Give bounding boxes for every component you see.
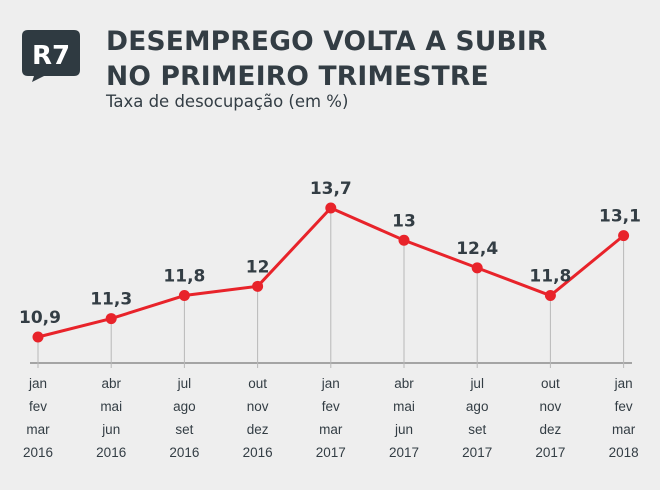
title-line-1: DESEMPREGO VOLTA A SUBIR <box>106 26 548 57</box>
data-point <box>398 234 410 246</box>
data-point <box>325 202 337 214</box>
data-label: 11,8 <box>163 267 205 287</box>
x-tick-label: mai <box>100 399 122 414</box>
x-tick-label: jan <box>28 376 47 391</box>
x-tick-label: 2016 <box>169 445 199 460</box>
r7-logo-text: R7 <box>32 41 70 71</box>
x-tick-label: 2018 <box>609 445 639 460</box>
x-tick-label: abr <box>101 376 121 391</box>
x-tick-label: dez <box>247 422 269 437</box>
x-tick-label: mai <box>393 399 415 414</box>
x-tick-label: 2017 <box>535 445 565 460</box>
x-tick-label: 2016 <box>23 445 53 460</box>
data-point <box>105 313 117 325</box>
data-point <box>618 230 630 242</box>
x-tick-label: set <box>468 422 486 437</box>
chart-subtitle: Taxa de desocupação (em %) <box>106 92 349 111</box>
x-tick-label: ago <box>173 399 196 414</box>
x-tick-label: jun <box>101 422 120 437</box>
data-point <box>544 290 556 302</box>
x-tick-label: fev <box>322 399 340 414</box>
x-tick-label: 2017 <box>389 445 419 460</box>
x-tick-label: 2017 <box>316 445 346 460</box>
x-tick-label: jan <box>321 376 340 391</box>
x-tick-label: 2016 <box>243 445 273 460</box>
data-label: 11,3 <box>90 290 132 310</box>
page-title: DESEMPREGO VOLTA A SUBIR NO PRIMEIRO TRI… <box>106 24 548 94</box>
x-tick-label: ago <box>466 399 489 414</box>
data-point <box>32 331 44 343</box>
x-tick-label: jul <box>469 376 484 391</box>
data-label: 12 <box>246 257 270 277</box>
x-tick-label: out <box>541 376 560 391</box>
data-point <box>178 290 190 302</box>
x-tick-label: nov <box>540 399 562 414</box>
x-tick-label: jun <box>394 422 413 437</box>
x-tick-label: 2017 <box>462 445 492 460</box>
x-tick-label: fev <box>29 399 47 414</box>
x-tick-label: set <box>175 422 193 437</box>
data-label: 13 <box>392 211 416 231</box>
x-tick-label: nov <box>247 399 269 414</box>
x-tick-label: out <box>248 376 267 391</box>
x-tick-label: fev <box>615 399 633 414</box>
data-point <box>252 280 264 292</box>
data-label: 11,8 <box>529 267 571 287</box>
x-tick-label: mar <box>26 422 50 437</box>
data-label: 12,4 <box>456 239 498 259</box>
x-tick-label: 2016 <box>96 445 126 460</box>
title-line-2: NO PRIMEIRO TRIMESTRE <box>106 61 489 92</box>
data-label: 10,9 <box>19 308 61 328</box>
x-tick-label: jan <box>614 376 633 391</box>
data-label: 13,1 <box>599 207 641 227</box>
x-tick-label: dez <box>540 422 562 437</box>
x-tick-label: mar <box>612 422 636 437</box>
r7-logo: R7 <box>22 30 80 82</box>
x-tick-label: abr <box>394 376 414 391</box>
data-label: 13,7 <box>310 179 352 199</box>
x-tick-label: jul <box>177 376 192 391</box>
data-point <box>471 262 483 274</box>
x-tick-label: mar <box>319 422 343 437</box>
